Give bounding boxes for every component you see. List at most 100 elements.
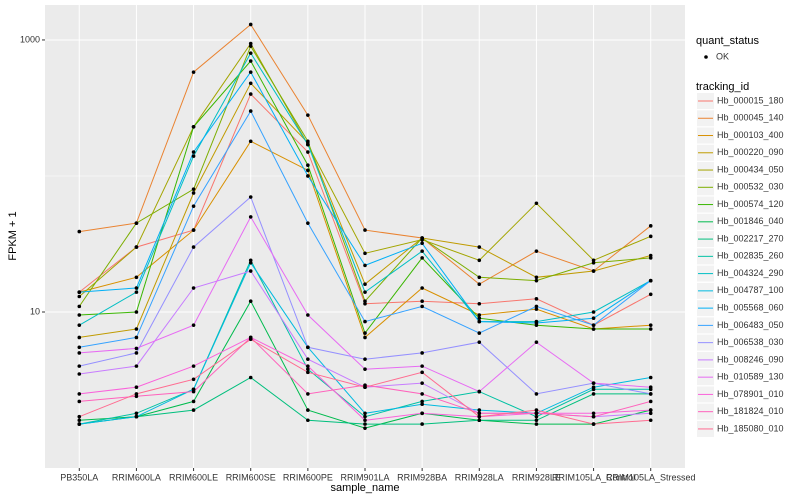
data-point (420, 370, 424, 375)
data-point (248, 299, 253, 304)
data-point (420, 381, 424, 385)
data-point (363, 331, 367, 335)
data-point (77, 313, 82, 317)
data-point (477, 408, 482, 412)
data-point (648, 385, 653, 389)
legend-label: Hb_185080_010 (717, 423, 784, 433)
data-point (134, 286, 139, 290)
data-point (534, 408, 539, 412)
data-point (306, 163, 310, 168)
data-point (591, 422, 596, 426)
data-point (248, 269, 253, 273)
data-point (191, 399, 196, 404)
legend-label: Hb_002835_260 (717, 251, 784, 261)
data-point (77, 399, 82, 404)
data-point (306, 113, 310, 117)
x-tick-label: RRIM928LE (512, 472, 561, 482)
data-point (191, 286, 196, 290)
data-point (591, 411, 596, 416)
data-point (591, 392, 596, 396)
data-point (363, 299, 367, 304)
data-point (534, 392, 539, 396)
data-point (248, 260, 253, 265)
data-point (648, 375, 653, 380)
data-point (248, 109, 253, 113)
legend-label: Hb_004787_100 (717, 285, 784, 295)
data-point (134, 335, 139, 340)
data-point (77, 418, 82, 423)
data-point (134, 221, 139, 225)
data-point (134, 245, 139, 249)
data-point (591, 310, 596, 314)
data-point (191, 150, 196, 154)
data-point (534, 414, 539, 419)
legend-label: Hb_000015_180 (717, 95, 784, 105)
data-point (477, 245, 482, 249)
data-point (534, 275, 539, 280)
data-point (363, 357, 367, 361)
data-point (306, 418, 310, 423)
data-point (363, 263, 367, 268)
data-point (306, 221, 310, 225)
data-point (306, 139, 310, 144)
data-point (191, 187, 196, 191)
data-point (191, 389, 196, 394)
legend-label: Hb_006538_030 (717, 337, 784, 347)
data-point (420, 402, 424, 406)
data-point (534, 422, 539, 426)
data-point (477, 411, 482, 416)
x-tick-label: RRIM600LA (112, 472, 161, 482)
x-tick-label: RRIM600PE (283, 472, 333, 482)
data-point (420, 364, 424, 368)
data-point (306, 345, 310, 350)
data-point (591, 327, 596, 331)
data-point (248, 195, 253, 199)
data-point (191, 124, 196, 129)
y-tick-label: 1000 (20, 34, 40, 44)
data-point (248, 70, 253, 74)
data-point (248, 44, 253, 48)
data-point (248, 258, 253, 263)
legend-title: tracking_id (696, 81, 749, 93)
legend-label: Hb_000574_120 (717, 199, 784, 209)
data-point (191, 245, 196, 249)
data-point (134, 346, 139, 351)
data-point (477, 389, 482, 394)
data-point (77, 323, 82, 327)
data-point (591, 414, 596, 419)
data-point (191, 377, 196, 382)
data-point (77, 290, 82, 294)
data-point (306, 367, 310, 371)
data-point (477, 275, 482, 280)
data-point (363, 251, 367, 256)
data-point (591, 258, 596, 263)
data-point (248, 337, 253, 342)
data-point (77, 229, 82, 234)
data-point (306, 408, 310, 412)
y-tick-label: 10 (30, 306, 40, 316)
x-tick-label: RRIM600LE (169, 472, 218, 482)
data-point (420, 399, 424, 404)
legend-label: Hb_000045_140 (717, 113, 784, 123)
data-point (77, 345, 82, 350)
data-point (248, 375, 253, 380)
data-point (191, 364, 196, 368)
data-point (477, 282, 482, 287)
data-point (648, 411, 653, 416)
data-point (477, 319, 482, 324)
data-point (306, 357, 310, 361)
x-tick-label: RRIM600SE (226, 472, 276, 482)
legend-label: Hb_001846_040 (717, 216, 784, 226)
data-point (477, 313, 482, 317)
data-point (648, 224, 653, 228)
data-point (77, 294, 82, 299)
data-point (420, 304, 424, 309)
data-point (77, 351, 82, 355)
data-point (420, 411, 424, 416)
legend-key-point (704, 55, 708, 59)
data-point (134, 385, 139, 389)
x-axis-title: sample_name (330, 482, 399, 494)
data-point (477, 340, 482, 344)
x-tick-label: RRIM928LA (455, 472, 504, 482)
